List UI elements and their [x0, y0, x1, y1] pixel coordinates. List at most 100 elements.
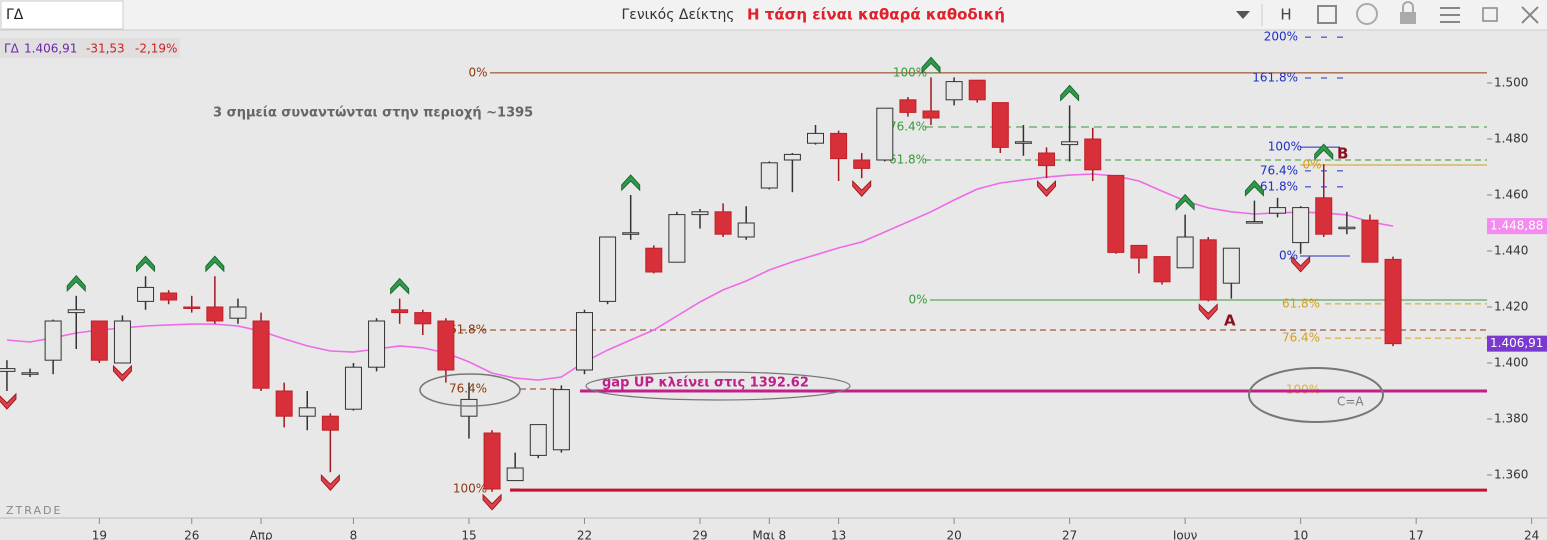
up-marker — [1060, 84, 1080, 102]
window-icon[interactable] — [1317, 5, 1337, 24]
level-label: 200% — [1264, 30, 1298, 44]
candle-body — [1084, 138, 1102, 171]
annotation: 3 σημεία συναντώνται στην περιοχή ~1395 — [213, 106, 533, 121]
ma-last-bg — [1487, 218, 1547, 235]
candle-body — [1107, 174, 1125, 253]
down-marker — [112, 364, 132, 382]
quote-change: -31,53 — [86, 42, 125, 56]
down-marker — [482, 493, 502, 511]
y-tick-label: 1.360 — [1494, 468, 1528, 482]
x-tick-label: 26 — [184, 529, 199, 540]
candle-body — [368, 320, 386, 368]
down-marker — [1037, 179, 1057, 197]
level-label: 61.8% — [1282, 296, 1320, 310]
up-marker — [1314, 143, 1334, 161]
x-tick-label: 29 — [692, 529, 707, 540]
level-label: 61.8% — [449, 322, 487, 336]
y-tick-label: 1.380 — [1494, 412, 1528, 426]
y-tick-label: 1.440 — [1494, 244, 1528, 258]
candle-body — [137, 286, 155, 302]
x-tick-label: 27 — [1062, 529, 1077, 540]
ellipse — [1248, 367, 1384, 423]
y-tick-label: 1.460 — [1494, 188, 1528, 202]
candle-body — [1061, 141, 1079, 146]
symbol: ΓΔ — [6, 7, 24, 23]
candle-body — [807, 132, 825, 144]
candle-body — [760, 162, 778, 189]
dropdown-icon[interactable] — [1236, 11, 1250, 19]
plot: 0% 61.8% 76.4% 100% 100% 76.4% 61.8% 0% 200% 161.… — [0, 30, 1547, 517]
symbol-box[interactable] — [0, 0, 124, 30]
up-marker — [921, 56, 941, 74]
level-label: 0% — [908, 293, 927, 307]
up-marker — [390, 277, 410, 295]
lock-shackle — [1402, 1, 1414, 12]
candle-body — [783, 153, 801, 161]
up-marker — [205, 255, 225, 273]
top-bar-bg — [0, 0, 1547, 30]
candle-body — [113, 320, 131, 364]
y-tick-label: 1.420 — [1494, 300, 1528, 314]
annotation: C=A — [1337, 395, 1364, 409]
menu-icon[interactable] — [1440, 7, 1460, 23]
quote-icon[interactable] — [1356, 3, 1378, 25]
candle-body — [830, 132, 848, 160]
candle-body — [44, 320, 62, 361]
annotation: B — [1337, 145, 1348, 163]
candle-body — [853, 159, 871, 169]
chart-subtitle: Η τάση είναι καθαρά καθοδική — [747, 6, 1005, 24]
candle-body — [1292, 207, 1310, 244]
restore-icon[interactable] — [1482, 7, 1498, 22]
close-last-label: 1.406,91 — [1490, 336, 1543, 350]
lock-icon[interactable] — [1400, 12, 1416, 24]
candle-body — [90, 320, 108, 361]
ellipse — [585, 371, 851, 401]
annotation: A — [1224, 312, 1236, 330]
candle-body — [1199, 239, 1217, 301]
level-label: 61.8% — [889, 153, 927, 167]
x-tick-label: 15 — [461, 529, 476, 540]
chart-title: Γενικός Δείκτης — [621, 7, 734, 23]
candle-body — [899, 99, 917, 113]
candle-body — [945, 81, 963, 101]
quote-symbol: ΓΔ — [4, 42, 20, 56]
candle-body — [1384, 258, 1402, 345]
candle-body — [552, 389, 570, 451]
candle-body — [183, 306, 201, 309]
moving-average — [6, 173, 1394, 381]
y-tick-label: 1.500 — [1494, 76, 1528, 90]
up-marker — [1244, 179, 1264, 197]
level-label: 100% — [453, 482, 487, 496]
candle-body — [21, 372, 39, 375]
candle-body — [321, 415, 339, 431]
candle-body — [460, 398, 478, 417]
candle-body — [67, 309, 85, 314]
down-marker — [852, 179, 872, 197]
watermark: ZTRADE — [6, 504, 62, 517]
candle-body — [737, 222, 755, 238]
up-marker — [621, 174, 641, 192]
x-tick-label: Ιουν — [1173, 529, 1198, 540]
candle-body — [1269, 207, 1287, 214]
x-tick-label: 20 — [946, 529, 961, 540]
level-label: 76.4% — [1260, 163, 1298, 177]
close-icon[interactable] — [1521, 6, 1539, 24]
h-button[interactable]: H — [1280, 6, 1291, 24]
candle-body — [414, 312, 432, 325]
candle-body — [876, 107, 894, 161]
level-label: 76.4% — [889, 119, 927, 133]
candle-body — [968, 79, 986, 101]
candle-body — [437, 320, 455, 371]
x-tick-label: 24 — [1524, 529, 1539, 540]
candle-body — [275, 390, 293, 417]
x-tick-label: 17 — [1409, 529, 1424, 540]
candle-body — [1014, 141, 1032, 144]
candle-body — [1222, 247, 1240, 284]
candle-body — [229, 306, 247, 319]
quote-bg — [0, 38, 180, 58]
close-last-bg — [1487, 335, 1547, 352]
x-tick-label: 10 — [1293, 529, 1308, 540]
level-label: 100% — [1286, 382, 1320, 396]
